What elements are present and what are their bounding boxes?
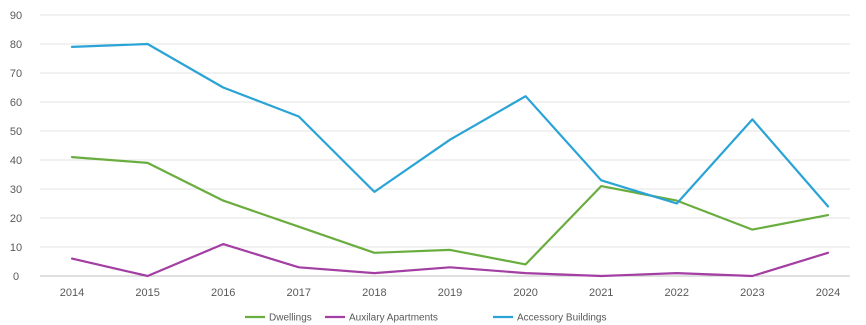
x-axis-tick-labels: 2014 2015 2016 2017 2018 2019 2020 2021 2022 2023… xyxy=(60,287,840,299)
y-tick-label: 10 xyxy=(10,242,22,254)
x-tick-label: 2017 xyxy=(287,287,311,299)
legend-label: Dwellings xyxy=(269,313,312,324)
y-tick-label: 70 xyxy=(10,68,22,80)
series-line-dwellings xyxy=(70,156,830,266)
x-tick-label: 2020 xyxy=(513,287,537,299)
legend: Dwellings Auxilary Apartments Accessory Bu… xyxy=(245,313,606,324)
x-tick-label: 2015 xyxy=(135,287,159,299)
gridlines xyxy=(40,14,850,277)
x-tick-label: 2021 xyxy=(589,287,613,299)
legend-label: Auxilary Apartments xyxy=(349,313,438,324)
series-line-auxilary-apartments xyxy=(70,243,830,278)
x-tick-label: 2014 xyxy=(60,287,84,299)
y-tick-label: 40 xyxy=(10,155,22,167)
series-lines xyxy=(70,42,830,278)
y-tick-label: 50 xyxy=(10,126,22,138)
x-tick-label: 2019 xyxy=(438,287,462,299)
x-tick-label: 2016 xyxy=(211,287,235,299)
y-tick-label: 60 xyxy=(10,97,22,109)
y-tick-label: 20 xyxy=(10,213,22,225)
x-tick-label: 2024 xyxy=(816,287,840,299)
series-line-accessory-buildings xyxy=(70,42,830,208)
y-axis-tick-labels: 0 10 20 30 40 50 60 70 80 90 xyxy=(10,10,22,283)
y-tick-label: 0 xyxy=(13,271,19,283)
y-tick-label: 80 xyxy=(10,39,22,51)
legend-label: Accessory Buildings xyxy=(517,313,606,324)
y-tick-label: 30 xyxy=(10,184,22,196)
x-tick-label: 2023 xyxy=(740,287,764,299)
x-tick-label: 2022 xyxy=(665,287,689,299)
y-tick-label: 90 xyxy=(10,10,22,22)
x-tick-label: 2018 xyxy=(362,287,386,299)
